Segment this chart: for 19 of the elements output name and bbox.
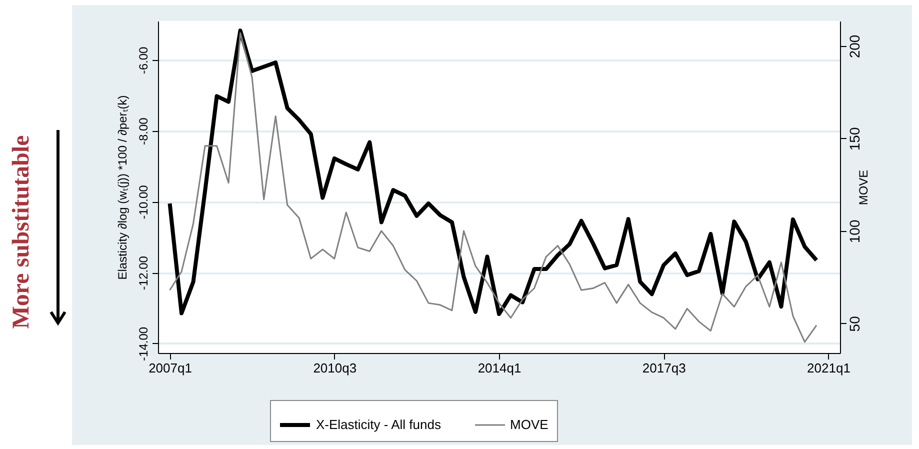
y2-tick-label: 150 bbox=[846, 127, 862, 151]
y2-tick-label: 200 bbox=[846, 34, 862, 58]
y-axis-title: Elasticity ∂log (wₜ(j)) *100 / ∂perₜ(k) bbox=[116, 95, 130, 280]
legend-label: X-Elasticity - All funds bbox=[316, 417, 442, 432]
x-tick-label: 2017q3 bbox=[642, 360, 686, 376]
y-tick-label: -8.00 bbox=[136, 117, 150, 146]
x-tick-label: 2010q3 bbox=[313, 360, 357, 376]
y2-axis-title: MOVE bbox=[856, 170, 870, 206]
y-tick-label: -10.00 bbox=[136, 184, 150, 220]
x-tick-label: 2007q1 bbox=[148, 360, 192, 376]
x-tick-label: 2021q1 bbox=[807, 360, 850, 376]
y-tick-label: -12.00 bbox=[136, 256, 150, 290]
y-tick-label: -14.00 bbox=[136, 326, 150, 361]
x-tick-label: 2014q1 bbox=[478, 360, 522, 376]
text: More substitutable bbox=[8, 135, 36, 329]
y2-tick-label: 50 bbox=[846, 316, 862, 332]
y-tick-label: -6.00 bbox=[136, 46, 150, 74]
y2-tick-label: 100 bbox=[846, 220, 862, 244]
legend-label: MOVE bbox=[510, 417, 549, 432]
